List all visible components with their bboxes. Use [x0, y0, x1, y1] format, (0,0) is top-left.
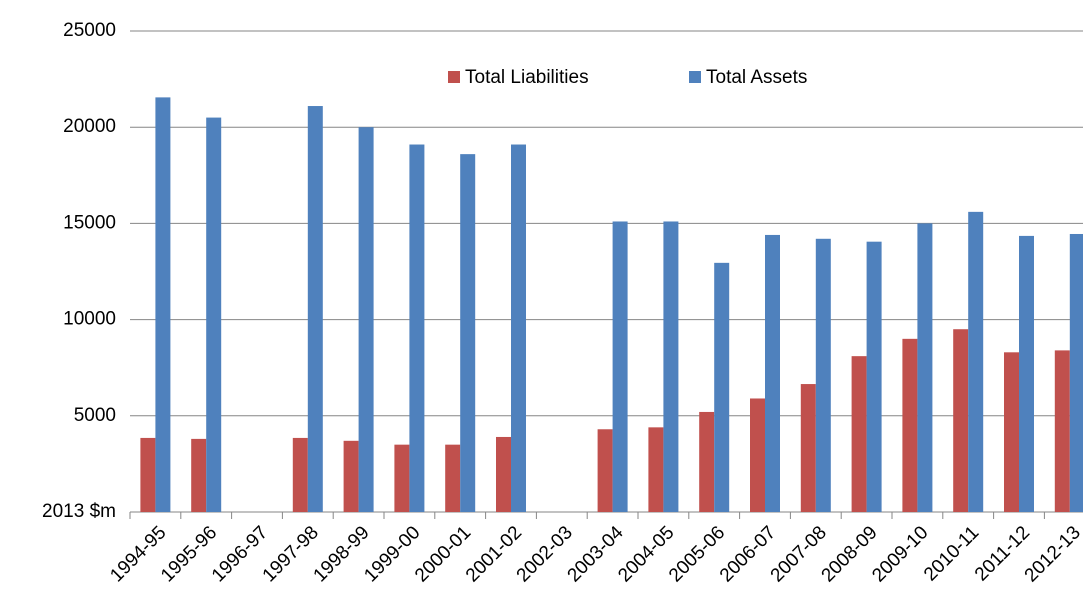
bar: [953, 329, 969, 512]
y-tick-label: 10000: [63, 309, 116, 330]
x-tick-label: 1996-97: [208, 522, 272, 586]
bar: [648, 427, 664, 512]
x-tick-label: 2005-06: [665, 522, 729, 586]
bar: [765, 234, 780, 512]
bar: [699, 411, 715, 512]
x-tick-label: 2004-05: [614, 522, 678, 586]
bar: [1004, 352, 1019, 512]
x-tick-label: 2001-02: [462, 522, 526, 586]
x-tick-label: 2010-11: [920, 522, 983, 585]
bar: [968, 211, 984, 512]
bar: [343, 440, 359, 512]
bar: [307, 106, 323, 512]
y-tick-label: 20000: [63, 116, 116, 137]
bar: [445, 444, 461, 512]
bar: [902, 338, 918, 512]
x-tick-label: 2012-13: [1021, 522, 1083, 586]
bar: [597, 429, 613, 512]
bar: [1069, 233, 1083, 512]
x-tick-label: 2008-09: [818, 522, 882, 586]
bar: [1054, 350, 1070, 512]
x-tick-label: 1998-99: [310, 522, 374, 586]
legend-label: Total Liabilities: [465, 67, 589, 88]
bar: [409, 144, 425, 513]
bar: [511, 144, 526, 513]
bar: [815, 238, 831, 513]
x-tick-label: 1999-00: [360, 522, 424, 586]
legend-swatch: [689, 71, 701, 83]
y-tick-label: 25000: [63, 20, 116, 41]
bar: [394, 444, 410, 512]
bar: [800, 384, 816, 512]
x-tick-label: 2000-01: [411, 522, 475, 586]
bar: [851, 356, 867, 512]
bar: [663, 221, 679, 512]
x-tick-label: 2002-03: [513, 522, 577, 586]
x-tick-label: 1997-98: [259, 522, 323, 586]
y-tick-label: 5000: [74, 405, 116, 426]
x-tick-label: 2006-07: [716, 522, 780, 586]
bar: [460, 154, 476, 513]
bar: [206, 117, 222, 512]
bar: [191, 438, 207, 512]
bar: [612, 221, 628, 512]
y-tick-label: 2013 $m: [42, 501, 116, 522]
x-tick-label: 2009-10: [868, 522, 932, 586]
x-tick-label: 2007-08: [767, 522, 831, 586]
bar: [714, 262, 730, 512]
bar: [358, 127, 374, 512]
bar: [866, 241, 882, 513]
bar: [292, 437, 308, 512]
x-tick-label: 1994-95: [106, 522, 170, 586]
bar: [155, 97, 171, 513]
bar: [750, 398, 765, 512]
x-tick-label: 1995-96: [157, 522, 221, 586]
legend-label: Total Assets: [706, 67, 807, 88]
y-tick-label: 15000: [63, 212, 116, 233]
bar: [496, 436, 511, 512]
bar: [1019, 235, 1034, 512]
legend-swatch: [448, 71, 460, 83]
bar: [917, 223, 933, 512]
bar: [140, 437, 156, 512]
